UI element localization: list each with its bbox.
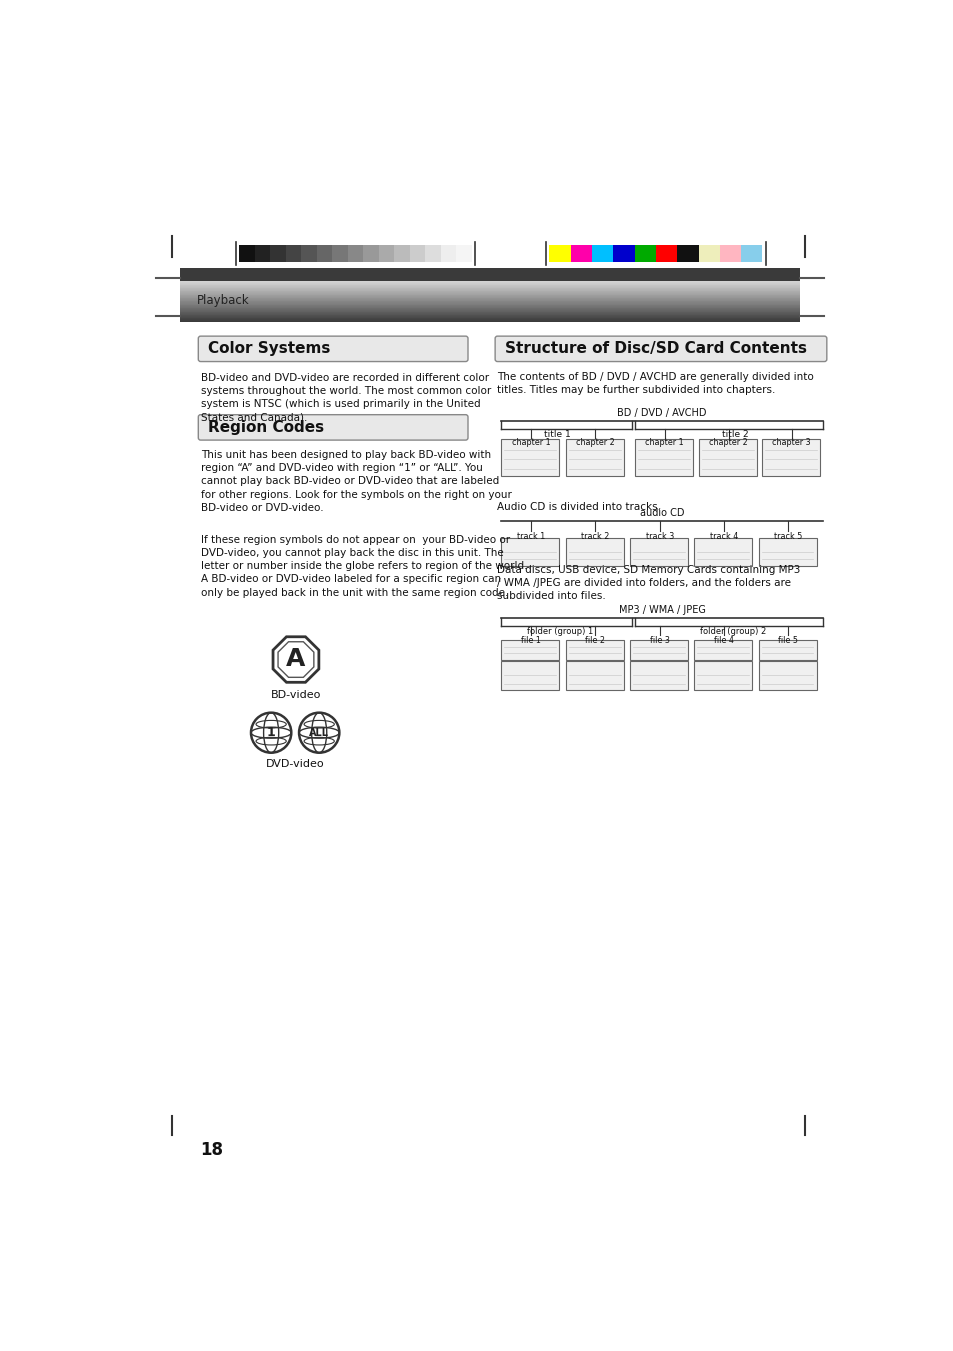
Text: file 3: file 3 (649, 636, 669, 644)
Bar (394, 246, 410, 262)
FancyBboxPatch shape (495, 336, 826, 362)
Bar (332, 246, 348, 262)
Bar (500, 639, 558, 659)
Text: folder (group) 2: folder (group) 2 (699, 627, 765, 636)
Bar (677, 246, 698, 262)
Bar (699, 439, 757, 477)
Bar (634, 439, 692, 477)
Bar (549, 246, 570, 262)
Bar (440, 246, 456, 262)
Text: Data discs, USB device, SD Memory Cards containing MP3
/ WMA /JPEG are divided i: Data discs, USB device, SD Memory Cards … (497, 565, 800, 601)
Bar (565, 538, 623, 566)
Bar (565, 639, 623, 659)
Bar (286, 246, 301, 262)
Bar (239, 246, 254, 262)
Text: title 1: title 1 (543, 430, 570, 439)
Text: Region Codes: Region Codes (208, 420, 324, 435)
Bar (179, 269, 799, 281)
Text: chapter 3: chapter 3 (772, 438, 810, 447)
Bar (456, 246, 472, 262)
FancyBboxPatch shape (198, 336, 468, 362)
Bar (565, 661, 623, 690)
Text: If these region symbols do not appear on  your BD-video or
DVD-video, you cannot: If these region symbols do not appear on… (200, 535, 527, 597)
Bar (500, 439, 558, 477)
Text: 18: 18 (200, 1142, 223, 1159)
Bar (316, 246, 332, 262)
Bar (629, 538, 687, 566)
Bar (629, 639, 687, 659)
Text: The contents of BD / DVD / AVCHD are generally divided into
titles. Titles may b: The contents of BD / DVD / AVCHD are gen… (497, 372, 813, 394)
Text: BD / DVD / AVCHD: BD / DVD / AVCHD (617, 408, 706, 417)
Bar (254, 246, 270, 262)
Text: Color Systems: Color Systems (208, 342, 331, 357)
Text: This unit has been designed to play back BD-video with
region “A” and DVD-video : This unit has been designed to play back… (200, 450, 511, 513)
Text: track 4: track 4 (709, 532, 738, 540)
Bar (348, 246, 363, 262)
Bar (694, 661, 752, 690)
Text: 1: 1 (267, 727, 275, 739)
Text: Structure of Disc/SD Card Contents: Structure of Disc/SD Card Contents (505, 342, 806, 357)
Bar (758, 639, 816, 659)
Text: DVD-video: DVD-video (266, 759, 324, 769)
Text: file 1: file 1 (520, 636, 540, 644)
Bar (500, 661, 558, 690)
Text: Playback: Playback (196, 295, 249, 307)
Text: track 2: track 2 (580, 532, 609, 540)
Bar (694, 639, 752, 659)
Bar (592, 246, 613, 262)
Text: track 3: track 3 (645, 532, 673, 540)
Text: Audio CD is divided into tracks.: Audio CD is divided into tracks. (497, 501, 660, 512)
Text: file 2: file 2 (585, 636, 605, 644)
Bar (656, 246, 677, 262)
FancyBboxPatch shape (198, 415, 468, 440)
Text: ALL: ALL (309, 728, 329, 738)
Bar (629, 661, 687, 690)
Text: file 5: file 5 (778, 636, 798, 644)
Text: folder (group) 1: folder (group) 1 (527, 627, 593, 636)
Text: track 1: track 1 (517, 532, 544, 540)
Bar (761, 439, 819, 477)
Bar (698, 246, 720, 262)
Text: A: A (286, 647, 305, 670)
Text: file 4: file 4 (714, 636, 733, 644)
Bar (634, 246, 656, 262)
Text: MP3 / WMA / JPEG: MP3 / WMA / JPEG (618, 605, 705, 615)
Text: BD-video and DVD-video are recorded in different color
systems throughout the wo: BD-video and DVD-video are recorded in d… (200, 373, 491, 423)
Bar (694, 538, 752, 566)
Bar (720, 246, 740, 262)
Bar (301, 246, 316, 262)
Text: BD-video: BD-video (271, 690, 321, 700)
Bar (570, 246, 592, 262)
Bar (565, 439, 623, 477)
Text: audio CD: audio CD (639, 508, 683, 517)
Text: chapter 2: chapter 2 (576, 438, 614, 447)
Bar (410, 246, 425, 262)
Bar (378, 246, 394, 262)
Text: track 5: track 5 (774, 532, 801, 540)
Bar (425, 246, 440, 262)
Bar (363, 246, 378, 262)
Text: chapter 2: chapter 2 (709, 438, 747, 447)
Text: chapter 1: chapter 1 (511, 438, 550, 447)
Bar (758, 661, 816, 690)
Bar (740, 246, 761, 262)
Bar (613, 246, 634, 262)
Text: chapter 1: chapter 1 (644, 438, 683, 447)
Bar (270, 246, 286, 262)
Bar (500, 538, 558, 566)
Text: title 2: title 2 (721, 430, 747, 439)
Bar (758, 538, 816, 566)
